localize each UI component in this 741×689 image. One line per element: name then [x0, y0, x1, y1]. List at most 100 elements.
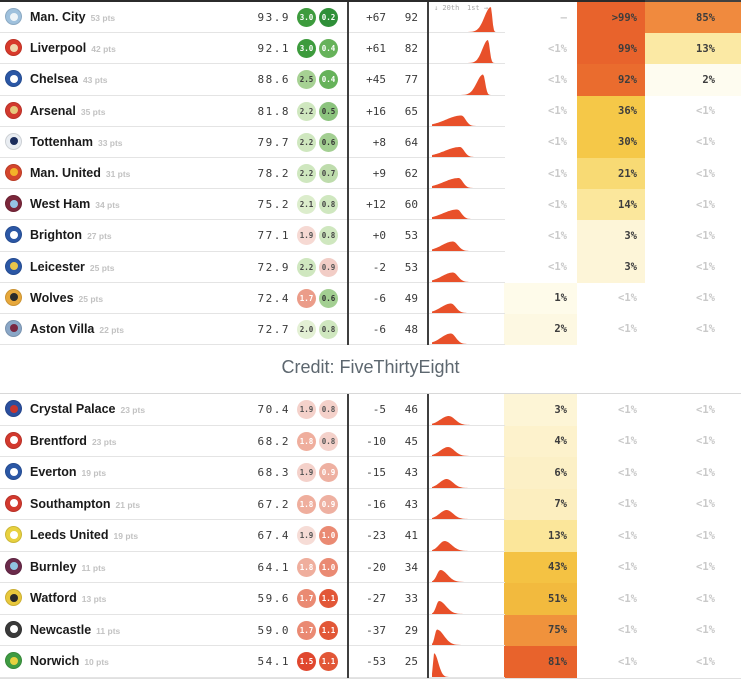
bottom-table-rows: Crystal Palace 23 pts 70.4 1.9 0.8 -5 46 …: [0, 394, 741, 678]
top4-prob-cell: 21%: [577, 157, 645, 190]
top4-prob-cell: 3%: [577, 220, 645, 252]
points-distribution-sparkline: [432, 619, 502, 646]
spi-rating: 77.1: [257, 229, 290, 243]
win-league-prob-cell: 85%: [645, 2, 741, 34]
defense-rating-badge: 0.2: [319, 8, 338, 27]
top4-prob-cell: <1%: [618, 655, 637, 668]
top4-prob-cell: <1%: [618, 403, 637, 416]
sim-points-value: 25: [404, 655, 418, 669]
top4-prob-cell: <1%: [618, 561, 637, 574]
spi-rating: 67.4: [257, 529, 290, 543]
defense-rating-badge: 1.1: [319, 620, 338, 640]
offense-rating-badge: 2.2: [297, 132, 316, 152]
table-row: Everton 19 pts 68.3 1.9 0.9 -15 43 6% <1%…: [0, 457, 741, 489]
win-league-prob-cell: <1%: [696, 466, 715, 479]
team-name: Liverpool 42 pts: [30, 41, 116, 56]
sim-points-value: 53: [404, 229, 418, 243]
offense-rating-badge: 1.7: [297, 589, 316, 609]
team-name: Brighton 27 pts: [30, 228, 112, 243]
goal-diff-value: +0: [372, 229, 386, 243]
credit-caption: Credit: FiveThirtyEight: [281, 357, 460, 378]
team-crest-icon: [5, 526, 22, 544]
win-league-prob-cell: <1%: [696, 167, 715, 180]
offense-rating-badge: 2.1: [297, 195, 316, 215]
offense-rating-badge: 1.9: [297, 526, 316, 546]
goal-diff-value: -5: [372, 403, 386, 417]
sim-points-value: 48: [404, 322, 418, 336]
team-crest-icon: [5, 494, 22, 512]
spark-axis-label-20th: ↓ 20th: [434, 4, 460, 12]
offense-rating-badge: 3.0: [297, 39, 316, 59]
goal-diff-value: +45: [366, 73, 386, 87]
row-separator: [0, 519, 505, 521]
team-name: Man. City 53 pts: [30, 10, 116, 24]
table-row: Tottenham 33 pts 79.7 2.2 0.6 +8 64 <1% 3…: [0, 126, 741, 158]
current-points-label: 11 pts: [81, 562, 106, 573]
relegation-prob-cell: <1%: [548, 167, 567, 180]
table-row: Norwich 10 pts 54.1 1.5 1.1 -53 25 81% <1…: [0, 646, 741, 678]
top4-prob-cell: <1%: [618, 466, 637, 479]
sim-points-value: 46: [404, 403, 418, 417]
team-crest-icon: [5, 463, 22, 481]
spi-rating: 93.9: [257, 11, 290, 24]
points-distribution-sparkline: [432, 651, 502, 678]
goal-diff-value: -10: [366, 434, 386, 448]
team-crest-inner: [9, 436, 18, 445]
defense-rating-badge: 0.6: [319, 288, 338, 308]
offense-rating-badge: 1.9: [297, 226, 316, 246]
goal-diff-value: -20: [366, 560, 386, 574]
table-row: Liverpool 42 pts 92.1 3.0 0.4 +61 82 <1% …: [0, 33, 741, 65]
table-row: Brentford 23 pts 68.2 1.8 0.8 -10 45 4% <…: [0, 425, 741, 458]
defense-rating-badge: 0.6: [319, 132, 338, 152]
points-distribution-sparkline: [432, 162, 502, 189]
sim-points-value: 49: [404, 291, 418, 305]
current-points-label: 25 pts: [78, 293, 104, 304]
row-separator: [0, 456, 505, 458]
points-distribution-sparkline: [432, 525, 502, 552]
points-distribution-sparkline: [432, 556, 502, 583]
sim-points-value: 33: [404, 592, 418, 606]
defense-rating-badge: 1.1: [319, 589, 338, 609]
relegation-prob-cell: <1%: [548, 105, 567, 118]
offense-rating-badge: 1.7: [297, 288, 316, 308]
goal-diff-value: -2: [372, 260, 386, 274]
spi-rating: 72.4: [257, 291, 290, 305]
spi-rating: 67.2: [257, 497, 290, 511]
team-name: Wolves 25 pts: [30, 290, 104, 305]
team-crest-icon: [5, 257, 22, 275]
table-row: Man. United 31 pts 78.2 2.2 0.7 +9 62 <1%…: [0, 157, 741, 190]
column-divider: [347, 394, 349, 678]
offense-rating-badge: 2.2: [297, 101, 316, 121]
current-points-label: 33 pts: [97, 137, 123, 148]
current-points-label: 13 pts: [81, 594, 107, 605]
table-row: Arsenal 35 pts 81.8 2.2 0.5 +16 65 <1% 36…: [0, 95, 741, 127]
row-separator: [0, 156, 505, 158]
row-separator: [0, 188, 505, 190]
current-points-label: 34 pts: [95, 200, 120, 211]
team-name: Arsenal 35 pts: [30, 103, 106, 118]
team-crest-inner: [9, 562, 18, 571]
table-row: West Ham 34 pts 75.2 2.1 0.8 +12 60 <1% 1…: [0, 189, 741, 221]
spi-rating: 72.7: [257, 322, 290, 336]
team-crest-inner: [9, 106, 18, 115]
relegation-prob-cell: 3%: [504, 394, 577, 426]
relegation-prob-cell: <1%: [548, 261, 567, 274]
team-crest-inner: [9, 168, 18, 177]
team-crest-inner: [9, 656, 18, 665]
goal-diff-value: +12: [366, 198, 386, 212]
current-points-label: 43 pts: [82, 75, 108, 86]
points-distribution-sparkline: [432, 493, 502, 520]
team-crest-inner: [9, 324, 18, 333]
column-divider: [347, 2, 349, 346]
goal-diff-value: +16: [366, 104, 386, 118]
team-crest-icon: [5, 101, 22, 119]
relegation-prob-cell: 51%: [504, 583, 577, 615]
current-points-label: 23 pts: [120, 405, 146, 416]
top4-prob-cell: 14%: [577, 189, 645, 221]
team-name: Norwich 10 pts: [30, 654, 109, 669]
sim-points-value: 34: [404, 560, 418, 574]
team-name: Watford 13 pts: [30, 591, 107, 606]
top4-prob-cell: <1%: [618, 592, 637, 605]
offense-rating-badge: 3.0: [297, 8, 316, 27]
team-name: Man. United 31 pts: [30, 165, 131, 180]
